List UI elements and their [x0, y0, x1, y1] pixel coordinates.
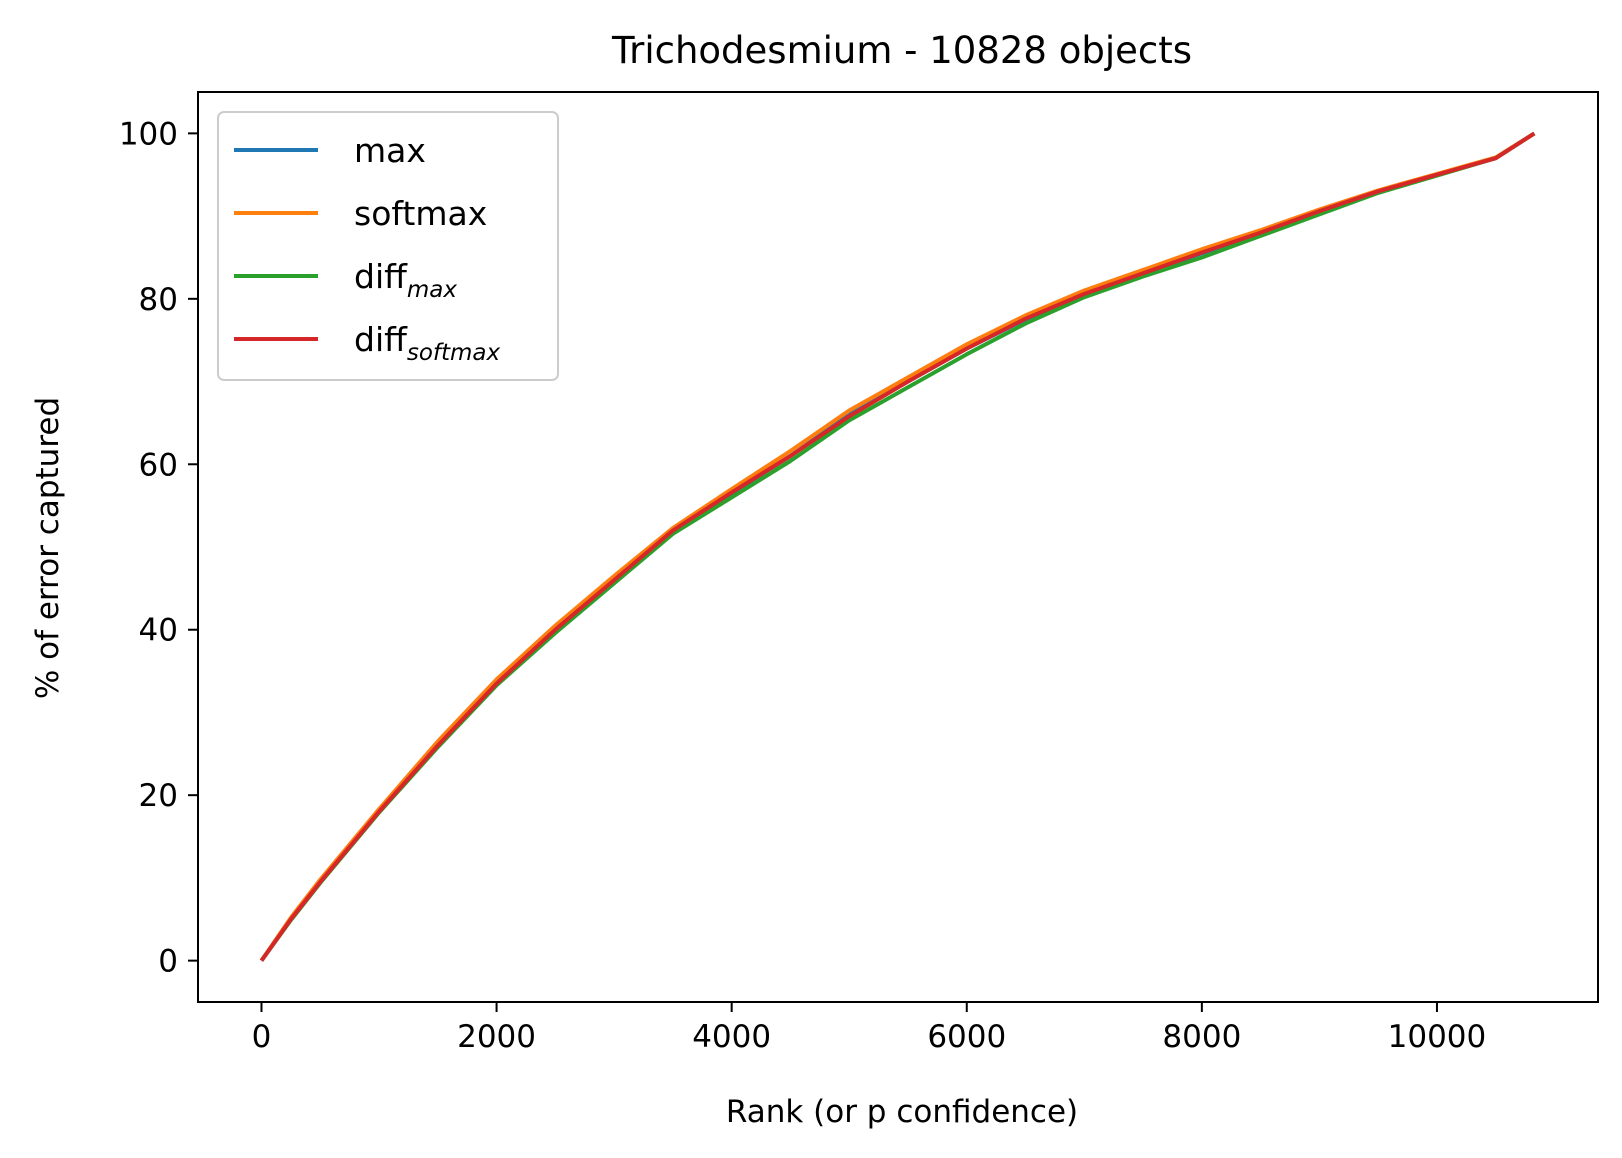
y-tick-label: 80: [139, 282, 178, 318]
legend-label: softmax: [354, 194, 487, 233]
x-tick-label: 8000: [1162, 1019, 1241, 1055]
x-tick-label: 0: [252, 1019, 272, 1055]
plot-frame: [197, 91, 1599, 1003]
legend-label: diffmax: [354, 257, 457, 303]
y-tick-label: 40: [139, 613, 178, 649]
legend: max softmax diffmax diffsoftmax: [217, 111, 559, 381]
legend-label: max: [354, 131, 426, 170]
x-tick-label: 10000: [1388, 1019, 1487, 1055]
chart-title: Trichodesmium - 10828 objects: [611, 29, 1192, 72]
y-axis: 0 20 40 60 80 100: [119, 116, 198, 980]
x-axis-title: Rank (or p confidence): [726, 1094, 1078, 1130]
y-tick-label: 100: [119, 116, 178, 152]
x-tick-label: 4000: [692, 1019, 771, 1055]
legend-label: diffsoftmax: [354, 320, 501, 366]
legend-box: [217, 111, 559, 381]
x-tick-label: 2000: [457, 1019, 536, 1055]
x-axis: 0 2000 4000 6000 8000 10000: [252, 1002, 1487, 1055]
series-line-diff-softmax: [259, 131, 1536, 962]
x-tick-label: 6000: [927, 1019, 1006, 1055]
y-tick-label: 20: [139, 778, 178, 814]
series-group: [259, 131, 1536, 962]
y-tick-label: 60: [139, 447, 178, 483]
y-axis-title: % of error captured: [30, 397, 66, 699]
y-tick-label: 0: [158, 944, 178, 980]
